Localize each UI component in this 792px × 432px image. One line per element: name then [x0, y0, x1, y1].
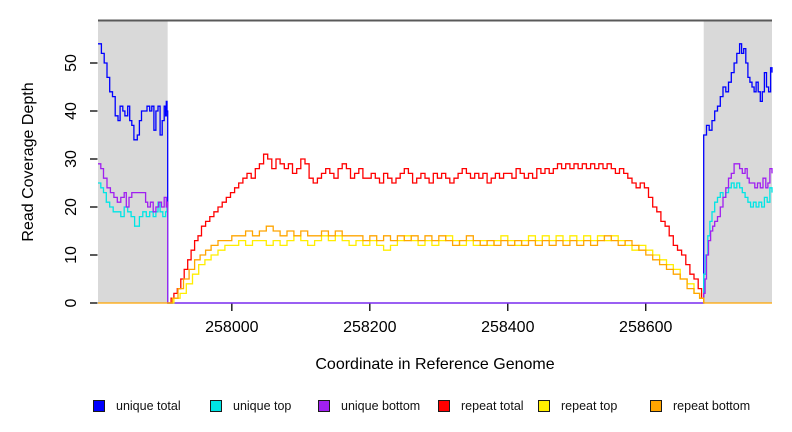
masked-region — [703, 21, 772, 303]
x-tick-label: 258400 — [481, 319, 534, 336]
series-line-repeat-bottom — [98, 225, 772, 304]
y-tick-label: 30 — [63, 150, 80, 168]
legend-item-unique-total: unique total — [93, 398, 181, 414]
y-tick-label: 10 — [63, 246, 80, 264]
data-series — [98, 43, 773, 304]
y-tick-label: 50 — [63, 54, 80, 72]
legend-swatch-repeat-bottom — [650, 400, 662, 412]
legend-swatch-repeat-top — [538, 400, 550, 412]
legend-swatch-repeat-total — [438, 400, 450, 412]
y-tick-label: 0 — [63, 298, 80, 307]
legend-label: unique bottom — [341, 399, 421, 413]
legend-label: unique top — [233, 399, 292, 413]
series-line-unique-top — [98, 182, 773, 304]
masked-region — [98, 21, 168, 303]
legend-label: unique total — [116, 399, 181, 413]
legend-item-unique-bottom: unique bottom — [318, 398, 420, 414]
axes: 258000 258200 258400 258600 0 10 20 30 40 50 — [63, 19, 772, 336]
x-tick-label: 258600 — [619, 319, 672, 336]
legend-label: repeat total — [461, 399, 524, 413]
series-line-repeat-total — [167, 153, 705, 304]
y-axis-title: Read Coverage Depth — [20, 82, 37, 241]
legend-item-unique-top: unique top — [210, 398, 291, 414]
shaded-regions — [98, 21, 772, 303]
x-axis-title: Coordinate in Reference Genome — [315, 356, 554, 373]
legend-item-repeat-bottom: repeat bottom — [650, 398, 750, 414]
legend-item-repeat-total: repeat total — [438, 398, 524, 414]
y-tick-label: 40 — [63, 102, 80, 120]
y-tick-label: 20 — [63, 198, 80, 216]
legend-label: repeat top — [561, 399, 618, 413]
legend-swatch-unique-top — [210, 400, 222, 412]
series-line-unique-bottom — [98, 163, 773, 304]
legend: unique total unique top unique bottom repea… — [0, 398, 792, 418]
legend-label: repeat bottom — [673, 399, 751, 413]
x-tick-label: 258000 — [205, 319, 258, 336]
x-tick-label: 258200 — [343, 319, 396, 336]
legend-item-repeat-top: repeat top — [538, 398, 617, 414]
legend-swatch-unique-bottom — [318, 400, 330, 412]
legend-swatch-unique-total — [93, 400, 105, 412]
